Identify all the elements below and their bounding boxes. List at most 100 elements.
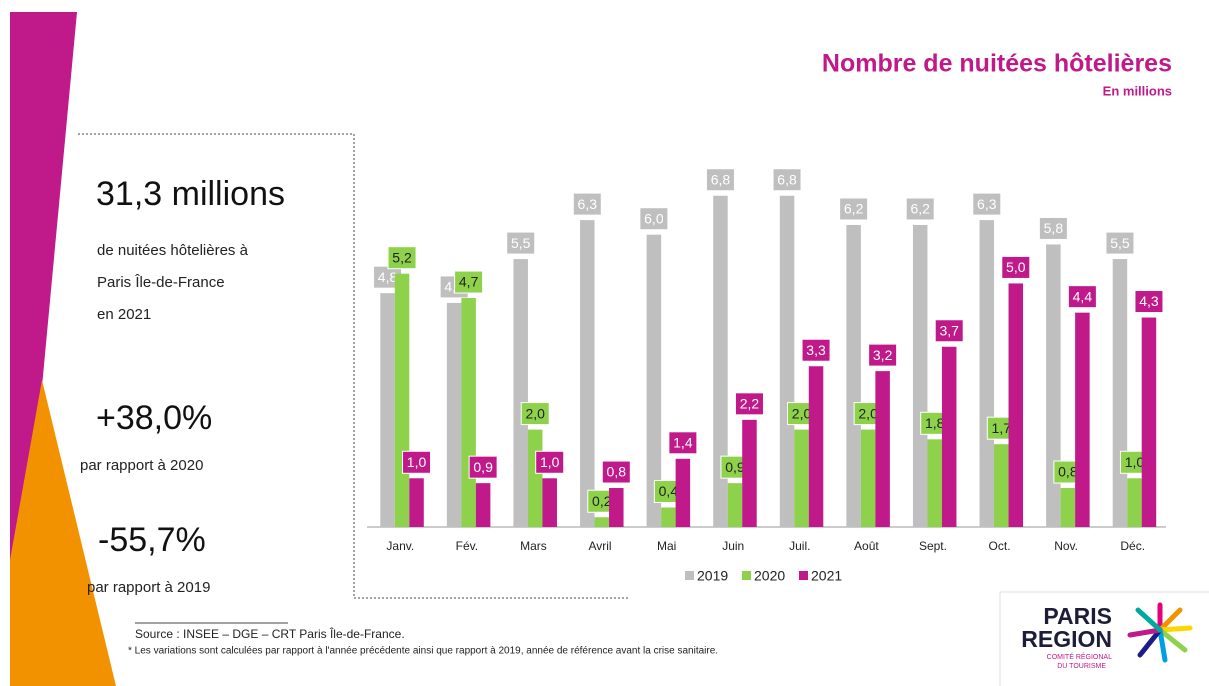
value-label: 6,2 bbox=[844, 201, 864, 217]
bar bbox=[875, 371, 890, 527]
value-label: 5,8 bbox=[1044, 220, 1064, 236]
legend-swatch bbox=[799, 571, 808, 580]
legend-swatch bbox=[742, 571, 751, 580]
bar bbox=[927, 439, 942, 527]
value-label: 2,0 bbox=[858, 405, 878, 421]
kpi-value: -55,7% bbox=[98, 521, 206, 559]
value-label: 0,9 bbox=[725, 459, 745, 475]
bar bbox=[394, 273, 410, 527]
x-tick-label: Avril bbox=[588, 539, 611, 553]
bar bbox=[475, 483, 491, 527]
value-label-box bbox=[801, 338, 831, 362]
value-label: 0,9 bbox=[473, 459, 493, 475]
bar bbox=[846, 224, 861, 527]
bar bbox=[1141, 317, 1157, 527]
note: * Les variations sont calculées par rapp… bbox=[128, 646, 718, 657]
value-label: 1,4 bbox=[673, 435, 693, 451]
value-label-box bbox=[1001, 255, 1031, 279]
value-label-box bbox=[572, 192, 602, 216]
value-label: 1,7 bbox=[992, 420, 1012, 436]
value-label: 0,8 bbox=[607, 464, 627, 480]
kpi-text: de nuitées hôtelières à bbox=[97, 242, 249, 259]
legend-swatch bbox=[685, 571, 694, 580]
value-label-box bbox=[1038, 216, 1068, 240]
value-label-box bbox=[535, 450, 565, 474]
bar bbox=[527, 429, 543, 527]
bar bbox=[742, 419, 757, 527]
kpi-text: par rapport à 2019 bbox=[87, 579, 210, 596]
value-label: 6,8 bbox=[777, 171, 797, 187]
subtitle: En millions bbox=[1103, 83, 1172, 98]
bar bbox=[1060, 488, 1076, 527]
bar bbox=[1075, 312, 1090, 527]
bar bbox=[979, 220, 995, 527]
value-label: 0,8 bbox=[1058, 464, 1078, 480]
value-label-box bbox=[506, 231, 536, 255]
x-tick-label: Juil. bbox=[789, 539, 810, 553]
x-tick-label: Août bbox=[854, 539, 879, 553]
logo-text: PARIS bbox=[1043, 603, 1112, 629]
bar bbox=[542, 478, 557, 527]
bar bbox=[513, 259, 528, 527]
value-label: 1,8 bbox=[925, 415, 945, 431]
bar bbox=[912, 224, 928, 527]
bar bbox=[380, 293, 395, 527]
bar bbox=[727, 483, 743, 527]
value-label: 6,0 bbox=[644, 210, 664, 226]
value-label-box bbox=[1067, 285, 1097, 309]
kpi-value: +38,0% bbox=[96, 399, 212, 437]
source: Source : INSEE – DGE – CRT Paris Île-de-… bbox=[135, 626, 405, 641]
value-label: 4,3 bbox=[1139, 293, 1159, 309]
bar bbox=[860, 429, 876, 527]
value-label-box bbox=[772, 168, 802, 192]
bar bbox=[808, 366, 824, 527]
kpi-text: Paris Île-de-France bbox=[97, 274, 225, 291]
x-tick-label: Juin bbox=[722, 539, 744, 553]
value-label: 6,2 bbox=[910, 201, 930, 217]
x-tick-label: Mai bbox=[657, 539, 676, 553]
dotted-frame bbox=[78, 133, 628, 599]
bar bbox=[646, 234, 662, 527]
kpi-text: par rapport à 2020 bbox=[80, 457, 203, 474]
value-label-box bbox=[387, 246, 417, 270]
logo-flower bbox=[1127, 602, 1193, 663]
bar bbox=[994, 444, 1009, 527]
value-label: 2,0 bbox=[525, 405, 545, 421]
bar bbox=[794, 429, 809, 527]
value-label: 3,2 bbox=[873, 347, 893, 363]
value-label: 1,0 bbox=[1125, 454, 1145, 470]
value-label-box bbox=[972, 192, 1002, 216]
value-label: 0,4 bbox=[659, 483, 679, 499]
value-label-box bbox=[868, 343, 898, 367]
logo-text: REGION bbox=[1021, 626, 1112, 652]
value-label-box bbox=[639, 207, 669, 231]
value-label: 0,2 bbox=[592, 493, 612, 509]
value-label: 2,0 bbox=[792, 405, 812, 421]
value-label-box bbox=[1134, 290, 1164, 314]
value-label: 3,3 bbox=[806, 342, 826, 358]
value-label: 4,8 bbox=[378, 269, 398, 285]
logo-text: DU TOURISME bbox=[1057, 663, 1106, 670]
legend-label: 2021 bbox=[811, 568, 842, 584]
value-label: 6,3 bbox=[578, 196, 598, 212]
value-label: 5,5 bbox=[1110, 235, 1130, 251]
title: Nombre de nuitées hôtelières bbox=[822, 50, 1172, 78]
value-label-box bbox=[1105, 231, 1135, 255]
value-label: 5,5 bbox=[511, 235, 531, 251]
legend-label: 2020 bbox=[754, 568, 785, 584]
x-tick-label: Sept. bbox=[919, 539, 947, 553]
logo-text: COMITÉ RÉGIONAL bbox=[1047, 652, 1112, 661]
value-label-box bbox=[905, 197, 935, 221]
value-label: 5,0 bbox=[1006, 259, 1026, 275]
bar bbox=[461, 298, 476, 527]
x-tick-label: Nov. bbox=[1054, 539, 1078, 553]
bar bbox=[409, 478, 424, 527]
value-label-box bbox=[601, 460, 631, 484]
kpi-value: 31,3 millions bbox=[96, 175, 285, 213]
legend-label: 2019 bbox=[697, 568, 728, 584]
value-label-box bbox=[668, 431, 698, 455]
bar bbox=[1008, 283, 1024, 527]
bar bbox=[675, 458, 691, 527]
x-tick-label: Janv. bbox=[386, 539, 414, 553]
